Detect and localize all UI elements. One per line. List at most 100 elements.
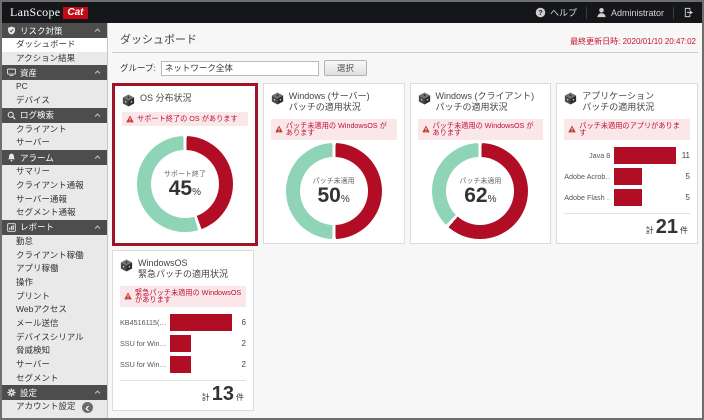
group-input[interactable] — [160, 60, 319, 76]
card-title: アプリケーション パッチの適用状況 — [582, 91, 655, 113]
sidebar-item-mail-send[interactable]: メール送信 — [16, 318, 59, 328]
sidebar-sections: リスク対策 ダッシュボード アクション結果 資産 PC デバイス ログ検索 クライア… — [2, 23, 107, 414]
sidebar-item-operation[interactable]: 操作 — [16, 276, 34, 287]
cards-row-2: WindowsOS 緊急パッチの適用状況 緊急パッチ未適用の WindowsOS … — [112, 250, 698, 411]
sidebar-item-server[interactable]: サーバー — [16, 137, 50, 148]
sidebar-item-web-access[interactable]: Webアクセス — [16, 304, 67, 315]
warning-icon — [124, 292, 132, 300]
log-search-icon — [7, 111, 16, 120]
sidebar-item-app-operation[interactable]: アプリ稼働 — [16, 263, 59, 274]
sidebar-section-report[interactable]: レポート — [2, 219, 107, 235]
bar-value: 2 — [241, 360, 246, 370]
card-alert-text: 緊急パッチ未適用の WindowsOS があります — [135, 287, 242, 305]
card-windows-client-patch[interactable]: Windows (クライアント) パッチの適用状況 パッチ未適用の Windows… — [409, 83, 552, 244]
card-windows-server-patch[interactable]: Windows (サーバー) パッチの適用状況 パッチ未適用の WindowsOS… — [262, 83, 405, 244]
bar-fill — [170, 314, 232, 332]
group-select-button[interactable]: 選択 — [323, 60, 367, 76]
sidebar-item-threat-detection[interactable]: 脅威検知 — [16, 345, 51, 356]
card-application-patch[interactable]: アプリケーション パッチの適用状況 パッチ未適用のアプリがあります Java 8 1… — [556, 83, 698, 244]
card-chart: KB4516115(… 6 SSU for Win… 2 SSU for Win… 2 計 1… — [120, 310, 246, 406]
chevron-up-icon — [94, 112, 101, 119]
sidebar-item-attendance[interactable]: 勤怠 — [16, 235, 34, 246]
sidebar-item-print[interactable]: プリント — [16, 290, 51, 301]
sidebar-item-device-serial[interactable]: デバイスシリアル — [16, 331, 84, 342]
help-button[interactable]: ? ヘルプ — [535, 6, 577, 19]
card-total: 計 21 件 — [564, 213, 690, 239]
sidebar-section-label: ログ検索 — [20, 110, 55, 121]
card-chart: Java 8 11 Adobe Acrob… 5 Adobe Flash … 5 計 21 件 — [564, 143, 690, 239]
bar-fill — [614, 189, 643, 207]
cube-icon — [122, 93, 135, 107]
logout-button[interactable] — [683, 7, 694, 18]
chevron-up-icon — [94, 27, 101, 34]
user-menu[interactable]: Administrator — [596, 7, 664, 18]
donut-chart-windows-client-patch: パッチ未適用 62% — [432, 143, 529, 240]
last-updated: 最終更新日時: 2020/01/10 20:47:02 — [570, 36, 696, 47]
sidebar-item-pc[interactable]: PC — [16, 81, 28, 92]
sidebar-item-client-report[interactable]: クライアント通報 — [16, 179, 84, 190]
sidebar-item-server-report[interactable]: サーバー通報 — [16, 193, 67, 204]
sidebar-item-segment-report[interactable]: セグメント通報 — [16, 207, 76, 218]
sidebar-item-client-operation[interactable]: クライアント稼働 — [16, 249, 84, 260]
sidebar-collapse-button[interactable] — [82, 402, 93, 413]
card-alert: パッチ未適用の WindowsOS があります — [417, 118, 544, 141]
card-chart: パッチ未適用 50% — [271, 143, 397, 240]
risk-icon — [7, 26, 16, 35]
donut-center-label: パッチ未適用 — [459, 178, 502, 186]
warning-icon — [275, 125, 283, 133]
card-alert: 緊急パッチ未適用の WindowsOS があります — [120, 285, 246, 308]
brand-text: LanScope — [10, 5, 61, 19]
sidebar-item-server2[interactable]: サーバー — [16, 359, 50, 370]
card-title: Windows (クライアント) パッチの適用状況 — [435, 91, 535, 113]
bar-value: 11 — [681, 151, 690, 161]
bar-row-3: Adobe Flash … 5 — [564, 189, 690, 207]
chevron-up-icon — [94, 224, 101, 231]
sidebar-item-segment[interactable]: セグメント — [16, 372, 59, 383]
cube-icon — [271, 91, 284, 105]
sidebar-section-label: 設定 — [20, 387, 38, 398]
warning-icon — [568, 125, 576, 133]
sidebar-item-dashboard[interactable]: ダッシュボード — [2, 38, 107, 52]
sidebar-section-risk-measures[interactable]: リスク対策 — [2, 23, 107, 38]
divider — [673, 6, 674, 19]
donut-chart-os-distribution: サポート終了 45% — [136, 136, 233, 232]
bar-fill — [614, 147, 676, 165]
assets-icon — [7, 68, 16, 77]
sidebar-item-action-results[interactable]: アクション結果 — [16, 52, 76, 63]
sidebar-item-summary[interactable]: サマリー — [16, 166, 51, 177]
bar-value: 6 — [241, 318, 246, 328]
alarm-icon — [7, 153, 16, 162]
sidebar-section-log-search[interactable]: ログ検索 — [2, 107, 107, 123]
bar-label: SSU for Win… — [120, 360, 166, 370]
top-bar: LanScope Cat ? ヘルプ Administrator — [2, 2, 702, 23]
sidebar-section-alarm[interactable]: アラーム — [2, 150, 107, 166]
card-title: WindowsOS 緊急パッチの適用状況 — [138, 258, 229, 280]
chevron-up-icon — [94, 154, 101, 161]
help-icon: ? — [535, 7, 546, 18]
donut-center-value: 62% — [464, 184, 497, 208]
donut-chart-windows-server-patch: パッチ未適用 50% — [285, 143, 382, 240]
bar-value: 2 — [241, 339, 246, 349]
page-title: ダッシュボード — [120, 34, 197, 46]
sidebar-item-devices[interactable]: デバイス — [16, 95, 50, 106]
card-os-distribution[interactable]: OS 分布状況 サポート終了の OS があります サポート終了 45% — [112, 83, 258, 246]
sidebar-section-label: 資産 — [20, 67, 38, 78]
brand-badge: Cat — [63, 6, 88, 19]
chevron-up-icon — [94, 69, 101, 76]
sidebar-item-client[interactable]: クライアント — [16, 123, 67, 134]
donut-center-value: 50% — [317, 184, 350, 208]
card-alert-text: パッチ未適用の WindowsOS があります — [285, 120, 387, 138]
donut-center-label: サポート終了 — [163, 171, 206, 178]
bar-value: 5 — [685, 172, 690, 182]
sidebar-item-account-settings[interactable]: アカウント設定 — [16, 401, 76, 412]
warning-icon — [126, 115, 134, 123]
help-label: ヘルプ — [549, 8, 577, 18]
sidebar-section-assets[interactable]: 資産 — [2, 65, 107, 81]
last-updated-value: 2020/01/10 20:47:02 — [622, 37, 696, 46]
bar-value: 5 — [685, 193, 690, 203]
card-windowsos-urgent-patch[interactable]: WindowsOS 緊急パッチの適用状況 緊急パッチ未適用の WindowsOS … — [112, 250, 254, 411]
bar-fill — [170, 356, 191, 374]
sidebar-section-settings[interactable]: 設定 — [2, 385, 107, 401]
chevron-up-icon — [94, 389, 101, 396]
